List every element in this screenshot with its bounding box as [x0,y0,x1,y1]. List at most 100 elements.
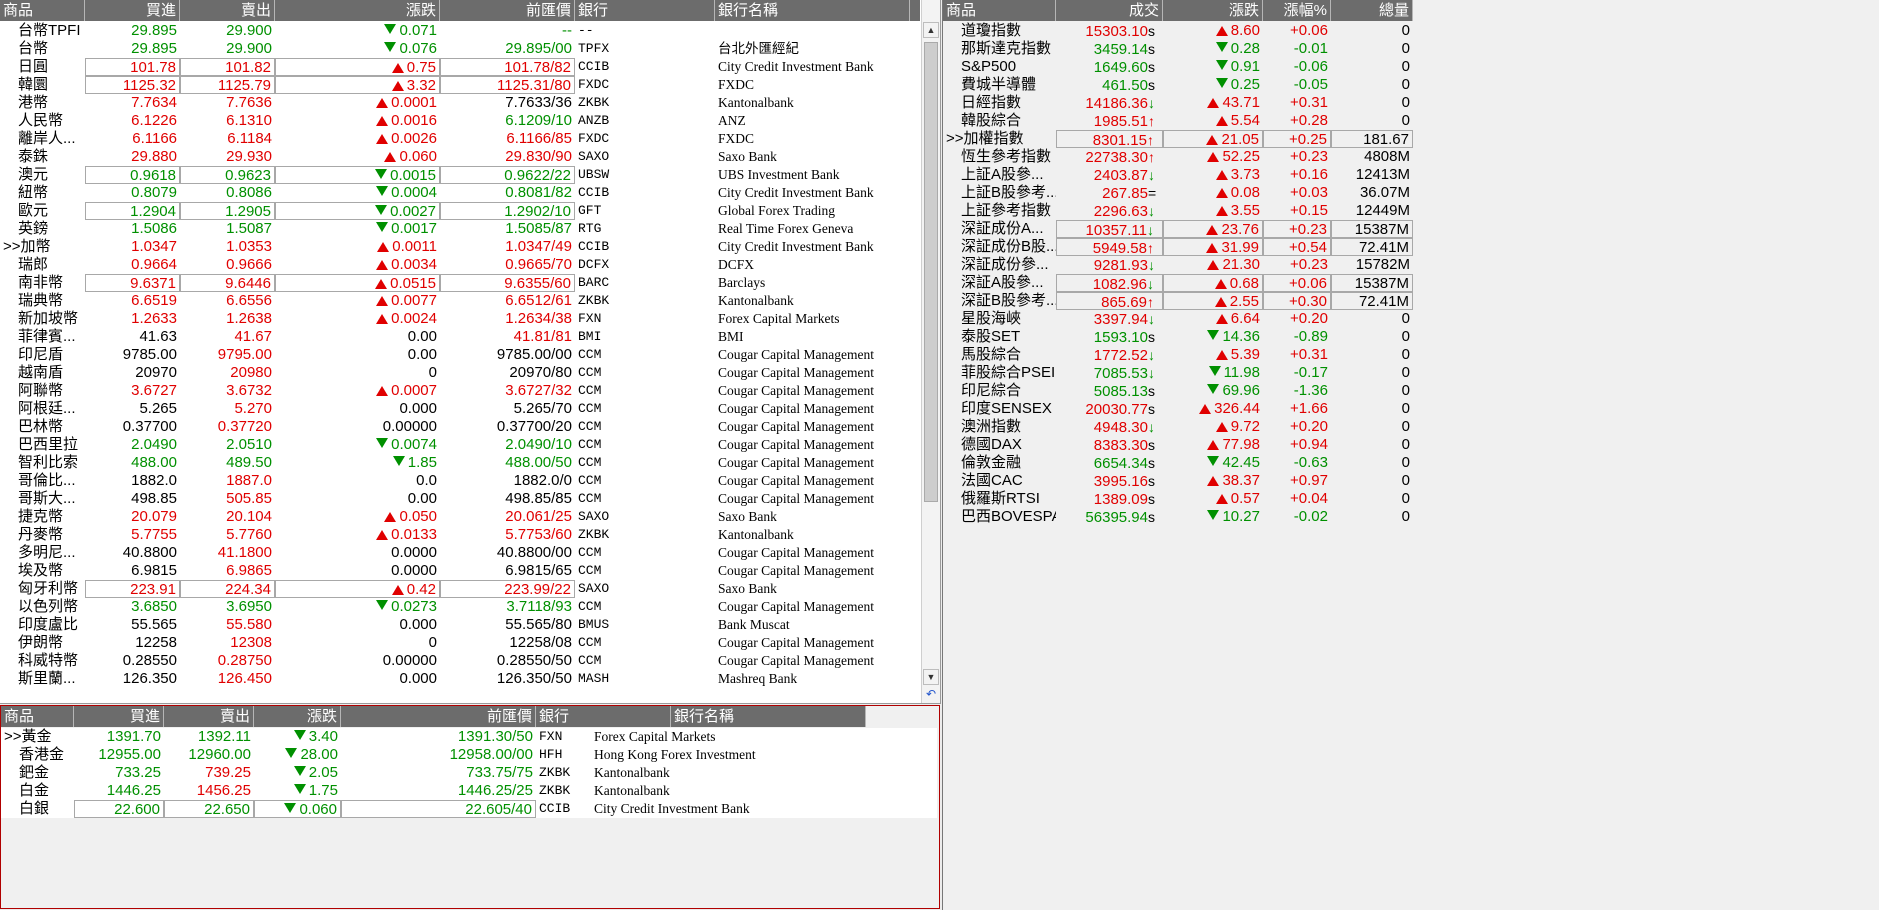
change-cell: 0 [275,364,440,382]
column-header[interactable]: 銀行名稱 [671,706,866,727]
table-row[interactable]: 巴西里拉 2.0490 2.0510 0.0074 2.0490/10 CCM Cougar… [0,436,910,454]
table-row[interactable]: 離岸人... 6.1166 6.1184 0.0026 6.1166/85 FXDC FXD… [0,130,910,148]
table-row[interactable]: 越南盾 20970 20980 0 20970/80 CCM Cougar Capital … [0,364,910,382]
prev-price-cell: 5.265/70 [513,400,572,417]
table-row[interactable]: 日經指數 14186.36↓ 43.71 +0.31 0 [943,94,1413,112]
table-row[interactable]: 上証B股參考... 267.85= 0.08 +0.03 36.07M [943,184,1413,202]
table-row[interactable]: 英鎊 1.5086 1.5087 0.0017 1.5085/87 RTG Real Tim… [0,220,910,238]
fx-scrollbar[interactable]: ▲ ▼ ↶ [921,0,940,703]
table-row[interactable]: >>黃金 1391.70 1392.11 3.40 1391.30/50 FXN Forex… [1,728,786,746]
table-row[interactable]: 韓圜 1125.32 1125.79 3.32 1125.31/80 FXDC FXDC [0,76,910,94]
table-row[interactable]: 南非幣 9.6371 9.6446 0.0515 9.6355/60 BARC Barcla… [0,274,910,292]
table-row[interactable]: 捷克幣 20.079 20.104 0.050 20.061/25 SAXO Saxo Ba… [0,508,910,526]
table-row[interactable]: 科威特幣 0.28550 0.28750 0.00000 0.28550/50 CCM Co… [0,652,910,670]
table-row[interactable]: 上証A股參... 2403.87↓ 3.73 +0.16 12413M [943,166,1413,184]
table-row[interactable]: 韓股綜合 1985.51↑ 5.54 +0.28 0 [943,112,1413,130]
column-header[interactable]: 漲幅% [1263,0,1331,21]
table-row[interactable]: 伊朗幣 12258 12308 0 12258/08 CCM Cougar Capital … [0,634,910,652]
table-row[interactable]: 道瓊指數 15303.10s 8.60 +0.06 0 [943,22,1413,40]
table-row[interactable]: 泰銖 29.880 29.930 0.060 29.830/90 SAXO Saxo Ban… [0,148,910,166]
table-row[interactable]: 印尼盾 9785.00 9795.00 0.00 9785.00/00 CCM Cougar… [0,346,910,364]
table-row[interactable]: 澳洲指數 4948.30↓ 9.72 +0.20 0 [943,418,1413,436]
table-row[interactable]: 歐元 1.2904 1.2905 0.0027 1.2902/10 GFT Global F… [0,202,910,220]
table-row[interactable]: 智利比索 488.00 489.50 1.85 488.00/50 CCM Cougar C… [0,454,910,472]
instrument-name: 斯里蘭... [0,670,85,688]
table-row[interactable]: 深証A股參... 1082.96↓ 0.68 +0.06 15387M [943,274,1413,292]
table-row[interactable]: 哥倫比... 1882.0 1887.0 0.0 1882.0/0 CCM Cougar C… [0,472,910,490]
table-row[interactable]: 深証成份B股... 5949.58↑ 31.99 +0.54 72.41M [943,238,1413,256]
table-row[interactable]: 恆生參考指數 22738.30↑ 52.25 +0.23 4808M [943,148,1413,166]
table-row[interactable]: 印尼綜合 5085.13s 69.96 -1.36 0 [943,382,1413,400]
table-row[interactable]: 馬股綜合 1772.52↓ 5.39 +0.31 0 [943,346,1413,364]
table-row[interactable]: 阿聯幣 3.6727 3.6732 0.0007 3.6727/32 CCM Cougar … [0,382,910,400]
table-row[interactable]: 白金 1446.25 1456.25 1.75 1446.25/25 ZKBK Kanton… [1,782,786,800]
refresh-corner-icon[interactable]: ↶ [925,687,937,701]
column-header[interactable]: 漲跌 [275,0,440,21]
table-row[interactable]: 法國CAC 3995.16s 38.37 +0.97 0 [943,472,1413,490]
table-row[interactable]: 哥斯大... 498.85 505.85 0.00 498.85/85 CCM Cougar… [0,490,910,508]
table-row[interactable]: 台幣TPFI 29.895 29.900 0.071 -- -- [0,22,910,40]
column-header[interactable]: 商品 [943,0,1056,21]
column-header[interactable]: 前匯價 [440,0,575,21]
ask-cell: 5.270 [234,400,272,417]
table-row[interactable]: >>加權指數 8301.15↑ 21.05 +0.25 181.67 [943,130,1413,148]
table-row[interactable]: 那斯達克指數 3459.14s 0.28 -0.01 0 [943,40,1413,58]
column-header[interactable]: 賣出 [164,706,254,727]
table-row[interactable]: 巴林幣 0.37700 0.37720 0.00000 0.37700/20 CCM Cou… [0,418,910,436]
table-row[interactable]: 台幣 29.895 29.900 0.076 29.895/00 TPFX 台北外匯經紀 [0,40,910,58]
table-row[interactable]: 費城半導體 461.50s 0.25 -0.05 0 [943,76,1413,94]
column-header[interactable]: 銀行 [536,706,671,727]
table-row[interactable]: 倫敦金融 6654.34s 42.45 -0.63 0 [943,454,1413,472]
table-row[interactable]: 紐幣 0.8079 0.8086 0.0004 0.8081/82 CCIB City Cr… [0,184,910,202]
table-row[interactable]: 菲律賓... 41.63 41.67 0.00 41.81/81 BMI BMI [0,328,910,346]
table-row[interactable]: 埃及幣 6.9815 6.9865 0.0000 6.9815/65 CCM Cougar … [0,562,910,580]
table-row[interactable]: 深証成份參... 9281.93↓ 21.30 +0.23 15782M [943,256,1413,274]
table-row[interactable]: S&P500 1649.60s 0.91 -0.06 0 [943,58,1413,76]
table-row[interactable]: 巴西BOVESPA 56395.94s 10.27 -0.02 0 [943,508,1413,526]
table-row[interactable]: 印度盧比 55.565 55.580 0.000 55.565/80 BMUS Bank M… [0,616,910,634]
table-row[interactable]: >>加幣 1.0347 1.0353 0.0011 1.0347/49 CCIB City … [0,238,910,256]
column-header[interactable]: 銀行名稱 [715,0,910,21]
table-row[interactable]: 俄羅斯RTSI 1389.09s 0.57 +0.04 0 [943,490,1413,508]
table-row[interactable]: 瑞郎 0.9664 0.9666 0.0034 0.9665/70 DCFX DCFX [0,256,910,274]
column-header[interactable]: 賣出 [180,0,275,21]
scrollbar-thumb[interactable] [924,42,938,502]
column-header[interactable]: 商品 [0,0,85,21]
table-row[interactable]: 德國DAX 8383.30s 77.98 +0.94 0 [943,436,1413,454]
column-header[interactable]: 買進 [85,0,180,21]
table-row[interactable]: 新加坡幣 1.2633 1.2638 0.0024 1.2634/38 FXN Forex … [0,310,910,328]
column-header[interactable]: 商品 [1,706,74,727]
table-row[interactable]: 以色列幣 3.6850 3.6950 0.0273 3.7118/93 CCM Cougar… [0,598,910,616]
scroll-down-arrow-icon[interactable]: ▼ [923,669,939,685]
bid-cell: 0.28550 [122,652,177,669]
table-row[interactable]: 澳元 0.9618 0.9623 0.0015 0.9622/22 UBSW UBS Inv… [0,166,910,184]
table-row[interactable]: 深証成份A... 10357.11↓ 23.76 +0.23 15387M [943,220,1413,238]
table-row[interactable]: 日圓 101.78 101.82 0.75 101.78/82 CCIB City Cred… [0,58,910,76]
table-row[interactable]: 多明尼... 40.8800 41.1800 0.0000 40.8800/00 CCM C… [0,544,910,562]
column-header[interactable]: 銀行 [575,0,715,21]
table-row[interactable]: 上証參考指數 2296.63↓ 3.55 +0.15 12449M [943,202,1413,220]
table-row[interactable]: 鈀金 733.25 739.25 2.05 733.75/75 ZKBK Kantonalb… [1,764,786,782]
table-row[interactable]: 白銀 22.600 22.650 0.060 22.605/40 CCIB City Cre… [1,800,786,818]
table-row[interactable]: 香港金 12955.00 12960.00 28.00 12958.00/00 HFH Ho… [1,746,786,764]
table-row[interactable]: 阿根廷... 5.265 5.270 0.000 5.265/70 CCM Cougar C… [0,400,910,418]
table-row[interactable]: 港幣 7.7634 7.7636 0.0001 7.7633/36 ZKBK Kantona… [0,94,910,112]
column-header[interactable]: 總量 [1331,0,1413,21]
table-row[interactable]: 深証B股參考... 865.69↑ 2.55 +0.30 72.41M [943,292,1413,310]
table-row[interactable]: 丹麥幣 5.7755 5.7760 0.0133 5.7753/60 ZKBK Kanton… [0,526,910,544]
change-value: 0.0017 [391,220,437,237]
table-row[interactable]: 印度SENSEX 20030.77s 326.44 +1.66 0 [943,400,1413,418]
column-header[interactable]: 前匯價 [341,706,536,727]
scroll-up-arrow-icon[interactable]: ▲ [923,22,939,38]
column-header[interactable]: 漲跌 [1163,0,1263,21]
table-row[interactable]: 斯里蘭... 126.350 126.450 0.000 126.350/50 MASH M… [0,670,910,688]
table-row[interactable]: 人民幣 6.1226 6.1310 0.0016 6.1209/10 ANZB ANZ [0,112,910,130]
table-row[interactable]: 菲股綜合PSEI 7085.53↓ 11.98 -0.17 0 [943,364,1413,382]
column-header[interactable]: 成交 [1056,0,1163,21]
table-row[interactable]: 泰股SET 1593.10s 14.36 -0.89 0 [943,328,1413,346]
column-header[interactable]: 漲跌 [254,706,341,727]
column-header[interactable]: 買進 [74,706,164,727]
table-row[interactable]: 瑞典幣 6.6519 6.6556 0.0077 6.6512/61 ZKBK Kanton… [0,292,910,310]
table-row[interactable]: 星股海峽 3397.94↓ 6.64 +0.20 0 [943,310,1413,328]
table-row[interactable]: 匈牙利幣 223.91 224.34 0.42 223.99/22 SAXO Saxo Ba… [0,580,910,598]
